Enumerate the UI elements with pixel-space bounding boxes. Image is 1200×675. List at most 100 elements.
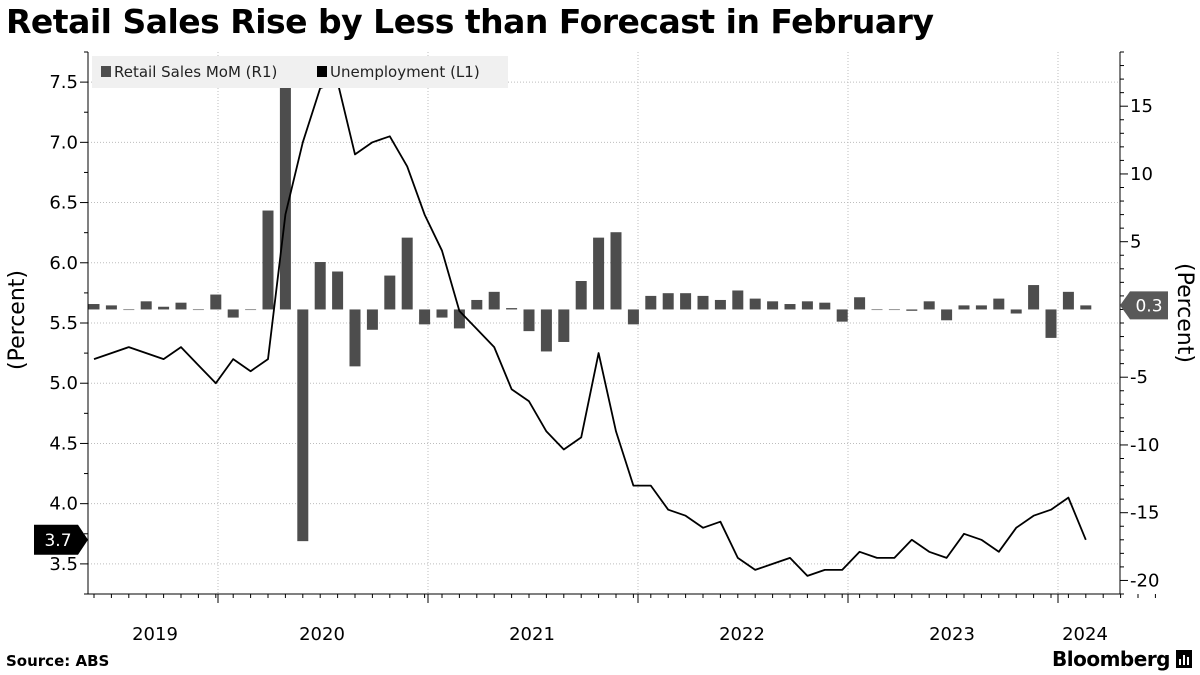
retail-sales-bar [245,309,257,311]
axes: 3.54.04.55.05.56.06.57.07.5-20-15-10-505… [5,51,1197,645]
x-tick-label: 2023 [929,624,975,645]
retail-sales-bar [923,301,935,310]
x-tick-label: 2020 [299,624,345,645]
right-axis-title: (Percent) [1172,263,1197,363]
unemployment-value-label: 3.7 [44,531,71,551]
legend-swatch-unemployment [317,66,327,77]
right-tick-label: 5 [1130,232,1141,253]
retail-sales-bar [419,309,431,325]
retail-sales-bar [1062,291,1074,310]
retail-sales-bar [871,309,883,311]
retail-sales-bar [175,302,187,310]
retail-sales-bar [714,299,726,310]
retail-sales-bar [210,294,222,310]
x-tick-label: 2021 [509,624,555,645]
legend: Retail Sales MoM (R1) Unemployment (L1) [92,56,508,88]
terminal-icon [1176,650,1192,668]
line-series [93,81,1087,577]
retail-sales-bar [801,301,813,310]
retail-sales-bar [453,309,465,329]
retail-sales-bar [906,309,918,311]
legend-label-unemployment: Unemployment (L1) [330,63,480,81]
retail-sales-bar [105,305,117,310]
left-tick-label: 5.0 [49,373,78,394]
retail-value-label: 0.3 [1135,296,1162,316]
unemployment-line [93,81,1087,577]
right-tick-label: -10 [1130,435,1159,456]
x-tick-label: 2024 [1062,624,1108,645]
retail-sales-bar [140,301,152,310]
retail-sales-bar [314,262,326,310]
retail-sales-bar [732,290,744,310]
retail-sales-bar [488,291,500,310]
retail-sales-bar [297,309,309,542]
brand-name: Bloomberg [1052,647,1170,671]
value-tags: 3.7 0.3 [34,291,1168,555]
retail-sales-bar [836,309,848,322]
retail-sales-bar [332,271,344,310]
left-axis-title: (Percent) [5,270,30,370]
retail-sales-bar [384,275,396,310]
legend-label-retail: Retail Sales MoM (R1) [114,63,277,81]
retail-sales-bar [558,309,570,342]
right-tick-label: -20 [1130,570,1159,591]
retail-sales-bar [958,305,970,310]
source-note: Source: ABS [6,652,110,670]
left-tick-label: 7.5 [49,72,78,93]
retail-sales-bar [523,309,535,332]
x-tick-label: 2019 [132,624,178,645]
retail-sales-bar [888,309,900,311]
bloomberg-logo: Bloomberg [1052,647,1192,671]
retail-sales-bar [784,304,796,310]
right-tick-label: 10 [1130,164,1153,185]
retail-sales-bar [854,297,866,310]
retail-sales-bar [123,309,135,311]
left-tick-label: 5.5 [49,313,78,334]
retail-sales-bar [540,309,552,352]
retail-sales-bar [1010,309,1022,314]
retail-sales-bar [749,298,761,310]
retail-sales-bar [436,309,448,318]
retail-sales-bar [975,305,987,310]
retail-sales-bar [349,309,361,367]
retail-sales-bar [767,301,779,310]
retail-sales-bar [192,309,204,311]
retail-sales-bar [227,309,239,318]
retail-sales-bar [593,237,605,310]
retail-sales-bar [627,309,639,325]
left-tick-label: 3.5 [49,554,78,575]
retail-sales-bar [471,299,483,310]
left-tick-label: 4.5 [49,433,78,454]
retail-sales-bar [645,295,657,310]
right-tick-label: -15 [1130,503,1159,524]
chart-title: Retail Sales Rise by Less than Forecast … [6,2,934,41]
right-tick-label: -5 [1130,367,1148,388]
retail-sales-bar [401,237,413,310]
retail-sales-bar [610,232,622,310]
retail-sales-bar [262,210,274,310]
retail-sales-bar [158,306,170,310]
x-tick-label: 2022 [719,624,765,645]
retail-sales-bar [1028,285,1040,310]
retail-sales-bar [941,309,953,321]
retail-sales-bar [1080,305,1092,310]
right-tick-label: 15 [1130,96,1153,117]
retail-sales-bar [1045,309,1057,338]
retail-sales-bar [680,293,692,310]
retail-sales-bar [575,280,587,310]
legend-box [92,56,508,88]
retail-sales-bar [279,80,291,310]
retail-sales-bar [662,293,674,310]
retail-sales-bar [88,304,100,310]
left-tick-label: 7.0 [49,132,78,153]
left-tick-label: 4.0 [49,494,78,515]
retail-sales-bar [819,302,831,310]
retail-sales-bar [366,309,378,330]
gridlines [88,52,1120,594]
retail-sales-bar [697,295,709,310]
unemployment-value-tag [34,524,88,555]
retail-value-tag [1120,291,1168,320]
legend-swatch-retail [101,66,111,77]
bar-series [88,80,1092,542]
